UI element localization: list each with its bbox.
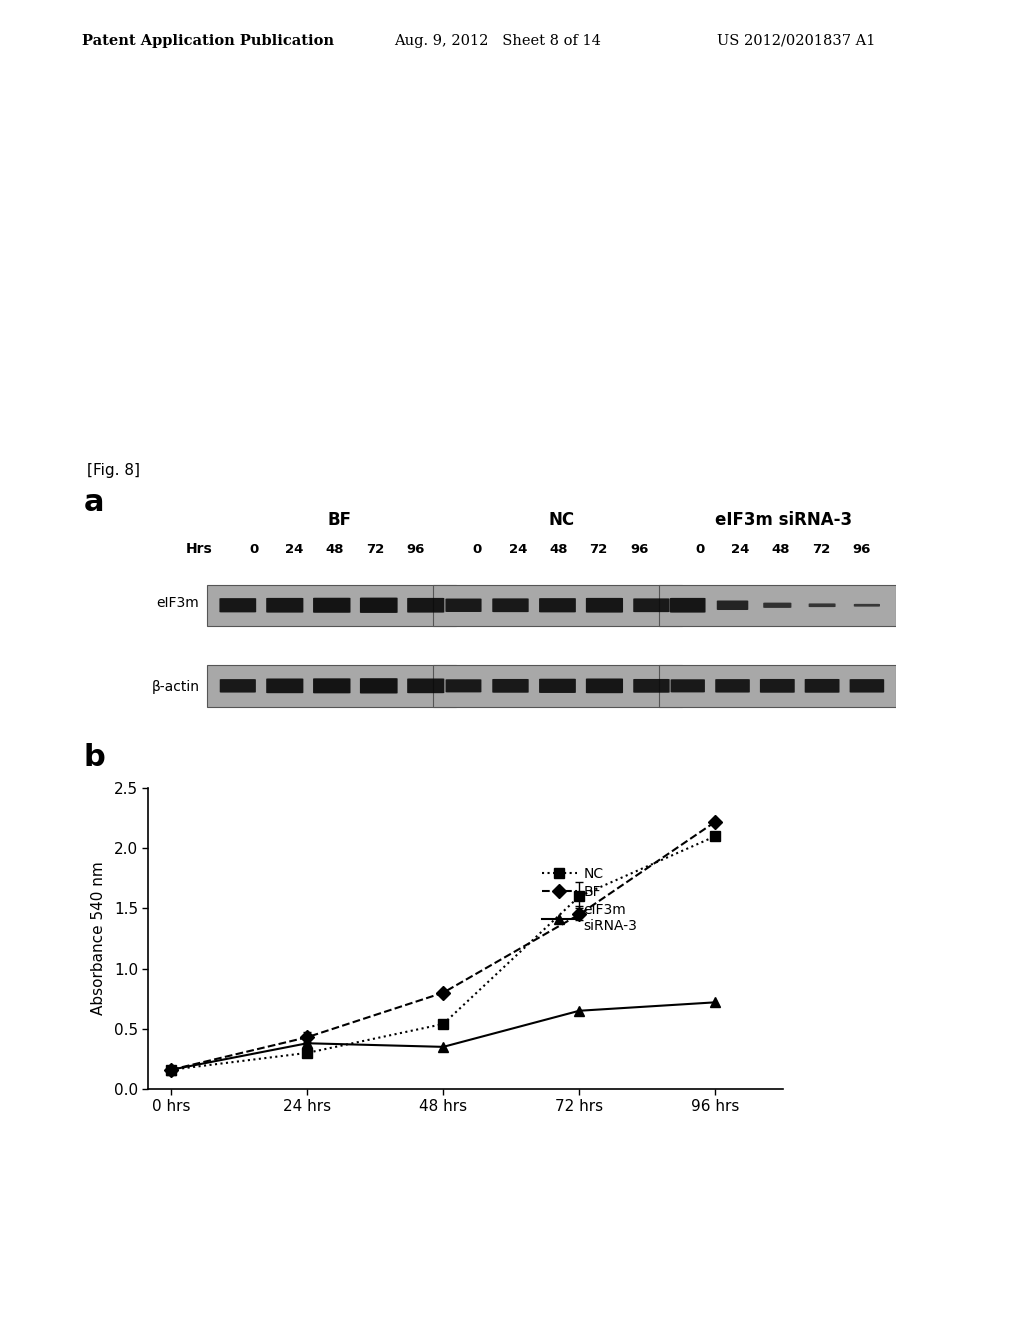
Text: 72: 72 [590, 543, 608, 556]
Text: 24: 24 [286, 543, 303, 556]
FancyBboxPatch shape [671, 680, 705, 693]
FancyBboxPatch shape [850, 678, 884, 693]
FancyBboxPatch shape [805, 678, 840, 693]
Text: 72: 72 [367, 543, 384, 556]
FancyBboxPatch shape [763, 603, 792, 609]
Text: eIF3m: eIF3m [157, 597, 200, 610]
Text: BF: BF [328, 511, 351, 529]
FancyBboxPatch shape [633, 678, 670, 693]
Text: Patent Application Publication: Patent Application Publication [82, 34, 334, 48]
eIF3m
siRNA-3 [301, 1035, 313, 1051]
Text: 96: 96 [407, 543, 425, 556]
Bar [207, 585, 457, 626]
Line: eIF3m
siRNA-3: eIF3m siRNA-3 [166, 998, 720, 1074]
FancyBboxPatch shape [809, 603, 836, 607]
BF [573, 907, 586, 923]
Text: NC: NC [548, 511, 574, 529]
FancyBboxPatch shape [313, 678, 350, 693]
FancyBboxPatch shape [633, 598, 670, 612]
Text: a: a [84, 488, 104, 517]
Text: 48: 48 [771, 543, 791, 556]
eIF3m
siRNA-3 [573, 1003, 586, 1019]
Text: 0: 0 [695, 543, 705, 556]
FancyBboxPatch shape [266, 598, 303, 612]
FancyBboxPatch shape [313, 598, 350, 612]
Text: Aug. 9, 2012   Sheet 8 of 14: Aug. 9, 2012 Sheet 8 of 14 [394, 34, 601, 48]
Y-axis label: Absorbance 540 nm: Absorbance 540 nm [90, 862, 105, 1015]
FancyBboxPatch shape [445, 598, 481, 612]
Line: NC: NC [166, 832, 720, 1074]
Text: Hrs: Hrs [186, 543, 213, 556]
Bar [207, 665, 457, 706]
BF [437, 985, 450, 1001]
FancyBboxPatch shape [586, 678, 623, 693]
Text: 0: 0 [249, 543, 259, 556]
Text: b: b [84, 743, 105, 772]
Text: 48: 48 [326, 543, 344, 556]
FancyBboxPatch shape [219, 598, 256, 612]
Text: 96: 96 [853, 543, 871, 556]
Text: β-actin: β-actin [152, 680, 200, 694]
eIF3m
siRNA-3 [437, 1039, 450, 1055]
FancyBboxPatch shape [220, 678, 256, 693]
Line: BF: BF [166, 817, 720, 1074]
Text: eIF3m siRNA-3: eIF3m siRNA-3 [715, 511, 852, 529]
Text: 72: 72 [812, 543, 830, 556]
Text: 0: 0 [473, 543, 482, 556]
NC [165, 1061, 177, 1077]
eIF3m
siRNA-3 [710, 994, 722, 1010]
Text: [Fig. 8]: [Fig. 8] [87, 463, 140, 478]
FancyBboxPatch shape [266, 678, 303, 693]
Bar [433, 585, 682, 626]
FancyBboxPatch shape [445, 680, 481, 693]
FancyBboxPatch shape [670, 598, 706, 612]
FancyBboxPatch shape [586, 598, 623, 612]
BF [165, 1061, 177, 1077]
eIF3m
siRNA-3 [165, 1061, 177, 1077]
FancyBboxPatch shape [493, 678, 528, 693]
FancyBboxPatch shape [408, 678, 444, 693]
FancyBboxPatch shape [854, 603, 880, 607]
FancyBboxPatch shape [717, 601, 749, 610]
Text: US 2012/0201837 A1: US 2012/0201837 A1 [717, 34, 876, 48]
FancyBboxPatch shape [359, 678, 397, 693]
NC [437, 1016, 450, 1032]
FancyBboxPatch shape [760, 678, 795, 693]
Bar [658, 585, 896, 626]
FancyBboxPatch shape [539, 598, 575, 612]
NC [710, 828, 722, 843]
Bar [658, 665, 896, 706]
Text: 24: 24 [509, 543, 527, 556]
FancyBboxPatch shape [493, 598, 528, 612]
Text: 96: 96 [630, 543, 648, 556]
FancyBboxPatch shape [715, 678, 750, 693]
BF [710, 814, 722, 830]
NC [301, 1045, 313, 1061]
BF [301, 1030, 313, 1045]
Bar [433, 665, 682, 706]
FancyBboxPatch shape [359, 598, 397, 612]
Legend: NC, BF, eIF3m
siRNA-3: NC, BF, eIF3m siRNA-3 [537, 861, 643, 939]
FancyBboxPatch shape [408, 598, 444, 612]
Text: 48: 48 [549, 543, 567, 556]
NC [573, 888, 586, 904]
FancyBboxPatch shape [539, 678, 575, 693]
Text: 24: 24 [731, 543, 750, 556]
